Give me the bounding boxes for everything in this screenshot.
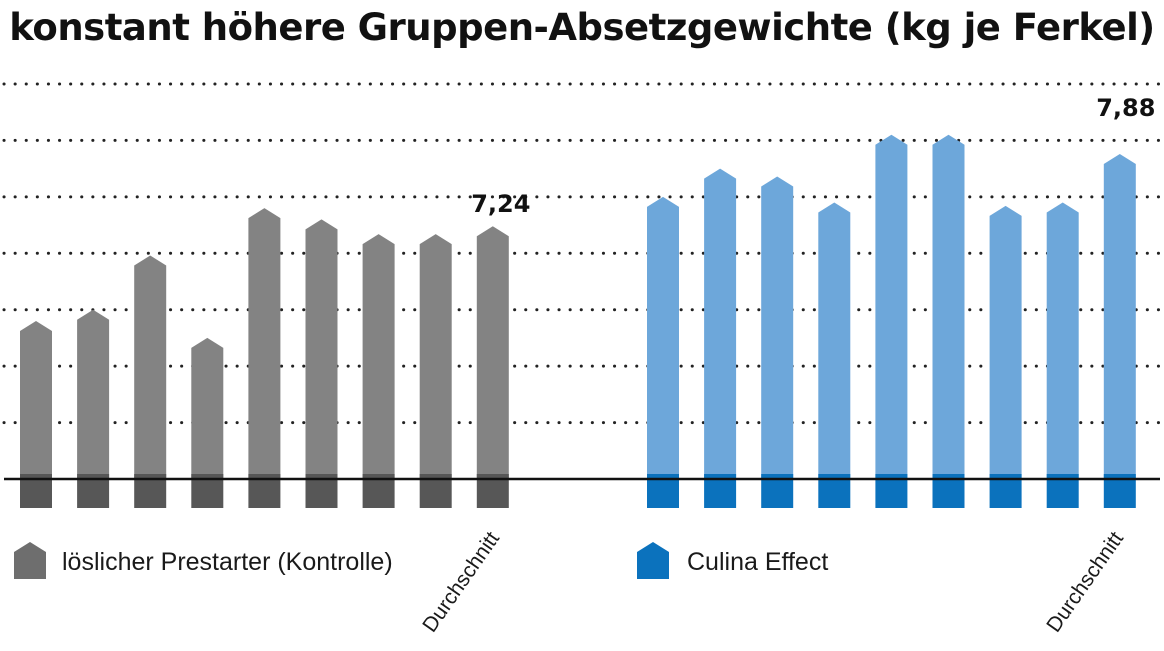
bar-control-6	[305, 219, 338, 479]
bar-culina-7	[989, 205, 1022, 479]
average-label-control: Durchschnitt	[418, 528, 504, 637]
bar-culina-4	[818, 202, 851, 479]
legend: löslicher Prestarter (Kontrolle) Culina …	[14, 542, 828, 579]
bar-culina-2	[704, 168, 737, 479]
bar-culina-5	[875, 134, 908, 480]
value-labels: 7,24 7,88	[471, 94, 1155, 218]
legend-label-control: löslicher Prestarter (Kontrolle)	[62, 548, 393, 576]
bar-control-5	[248, 208, 281, 479]
bar-control-2	[77, 309, 110, 479]
average-labels: Durchschnitt Durchschnitt	[418, 528, 1128, 637]
chart-title: konstant höhere Gruppen-Absetzgewichte (…	[9, 6, 1155, 49]
bars	[20, 134, 1136, 508]
bar-control-9	[476, 226, 509, 479]
average-label-culina: Durchschnitt	[1042, 528, 1128, 637]
legend-label-culina: Culina Effect	[687, 548, 828, 576]
bar-culina-3	[761, 176, 794, 480]
bar-control-7	[362, 234, 395, 479]
bar-culina-9	[1103, 153, 1136, 479]
bar-control-8	[419, 234, 452, 479]
gridlines	[2, 82, 1162, 425]
legend-item-culina: Culina Effect	[637, 542, 828, 579]
bar-control-4	[191, 337, 224, 479]
bar-control-3	[134, 255, 167, 479]
bar-control-1	[20, 321, 52, 479]
bar-culina-1	[647, 196, 679, 479]
legend-swatch-culina	[637, 542, 669, 579]
value-label-control: 7,24	[471, 190, 530, 218]
value-label-culina: 7,88	[1096, 94, 1155, 122]
bar-culina-8	[1046, 202, 1079, 479]
legend-item-control: löslicher Prestarter (Kontrolle)	[14, 542, 393, 579]
bar-culina-6	[932, 134, 965, 480]
legend-swatch-control	[14, 542, 46, 579]
